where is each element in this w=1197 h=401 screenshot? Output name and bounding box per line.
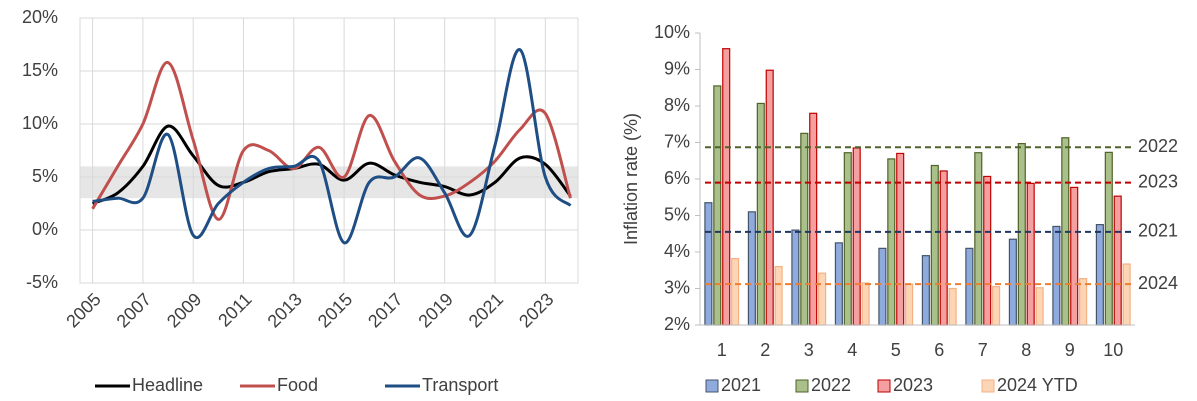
bar	[818, 272, 827, 326]
bar	[747, 211, 756, 326]
bar	[861, 282, 870, 326]
y-tick-label: 15%	[22, 60, 58, 80]
bar	[843, 152, 852, 326]
x-tick-label: 2019	[414, 289, 456, 331]
y-tick-label: 3%	[664, 277, 690, 297]
x-tick-label: 2017	[364, 289, 406, 331]
line-series	[91, 61, 572, 221]
bar	[1095, 224, 1104, 326]
bar	[921, 255, 930, 326]
x-tick-label: 10	[1103, 340, 1123, 360]
bar	[948, 287, 957, 326]
legend-label: Headline	[132, 375, 203, 395]
x-tick-label: 8	[1021, 340, 1031, 360]
bar	[965, 247, 974, 326]
x-tick-label: 2013	[264, 289, 306, 331]
line-series	[92, 48, 572, 245]
bar	[1026, 182, 1035, 326]
y-tick-label: 20%	[22, 7, 58, 27]
bar	[713, 85, 722, 326]
y-tick-label: 5%	[664, 204, 690, 224]
bar	[704, 202, 713, 326]
bar	[774, 266, 783, 326]
bar	[1104, 151, 1113, 326]
bar	[1113, 195, 1122, 326]
bar	[1017, 142, 1026, 326]
bar	[1070, 186, 1079, 326]
legend-label: 2024 YTD	[997, 375, 1078, 395]
x-tick-label: 7	[978, 340, 988, 360]
legend-swatch	[795, 379, 809, 393]
y-axis-label: Inflation rate (%)	[621, 113, 641, 245]
x-tick-label: 2009	[163, 289, 205, 331]
legend-swatch	[877, 379, 891, 393]
bar	[930, 164, 939, 326]
bar	[939, 170, 948, 326]
x-tick-label: 2011	[214, 289, 256, 331]
bar	[809, 112, 818, 326]
bar	[905, 283, 914, 326]
x-tick-label: 3	[804, 340, 814, 360]
bar	[756, 102, 765, 326]
reference-label: 2021	[1138, 221, 1178, 241]
x-tick-label: 9	[1065, 340, 1075, 360]
x-tick-label: 5	[891, 340, 901, 360]
legend-label: Transport	[422, 375, 498, 395]
x-tick-label: 2023	[515, 289, 557, 331]
y-tick-label: 7%	[664, 131, 690, 151]
y-tick-label: 6%	[664, 168, 690, 188]
bar	[1122, 263, 1131, 326]
bar	[731, 257, 740, 326]
bar	[800, 132, 809, 326]
bar	[1035, 287, 1044, 326]
bar	[1079, 278, 1088, 326]
x-tick-label: 4	[847, 340, 857, 360]
legend-label: 2021	[721, 375, 761, 395]
reference-label: 2023	[1138, 171, 1178, 191]
bar	[974, 152, 983, 326]
legend-swatch	[981, 379, 995, 393]
line-series	[91, 124, 572, 205]
x-tick-label: 1	[717, 340, 727, 360]
legend-label: 2022	[811, 375, 851, 395]
y-tick-label: 4%	[664, 241, 690, 261]
bar	[896, 152, 905, 326]
bar	[791, 229, 800, 326]
y-tick-label: 5%	[32, 166, 58, 186]
bar	[878, 247, 887, 326]
bar	[887, 158, 896, 326]
x-tick-label: 2021	[465, 289, 507, 331]
y-tick-label: 10%	[654, 22, 690, 42]
legend-label: 2023	[893, 375, 933, 395]
x-tick-label: 2015	[314, 289, 356, 331]
legend-swatch	[705, 379, 719, 393]
bar	[1052, 225, 1061, 326]
x-tick-label: 2005	[62, 289, 104, 331]
y-tick-label: 2%	[664, 314, 690, 334]
y-tick-label: 10%	[22, 113, 58, 133]
plot-frame	[79, 17, 579, 284]
y-tick-label: -5%	[26, 272, 58, 292]
legend-label: Food	[277, 375, 318, 395]
x-tick-label: 2007	[113, 289, 155, 331]
bar	[983, 175, 992, 326]
reference-label: 2024	[1138, 273, 1178, 293]
bar	[992, 286, 1001, 326]
x-tick-label: 2	[760, 340, 770, 360]
bar	[765, 69, 774, 326]
y-tick-label: 9%	[664, 58, 690, 78]
bar	[1008, 238, 1017, 326]
bar	[852, 147, 861, 326]
reference-label: 2022	[1138, 136, 1178, 156]
y-tick-label: 0%	[32, 219, 58, 239]
x-tick-label: 6	[934, 340, 944, 360]
y-tick-label: 8%	[664, 95, 690, 115]
